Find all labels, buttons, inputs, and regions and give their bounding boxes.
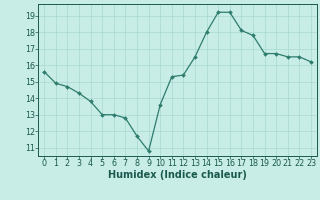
X-axis label: Humidex (Indice chaleur): Humidex (Indice chaleur) (108, 170, 247, 180)
